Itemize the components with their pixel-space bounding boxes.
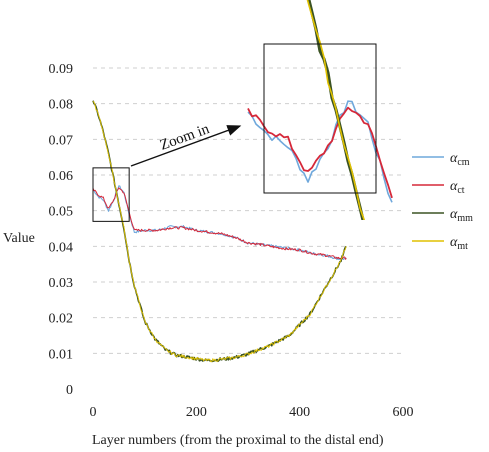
series-line-mt [92,100,347,363]
inset-line-cm [247,100,393,203]
series-lines [92,100,347,363]
y-tick-label: 0.02 [49,312,74,327]
inset-frame [263,43,377,194]
y-tick-label: 0.05 [49,205,74,220]
legend-label-mt: αmt [450,235,468,252]
grid [93,67,403,354]
inset-line-mt [306,0,366,220]
legend-label-ct: αct [450,179,465,196]
y-tick-label: 0 [66,383,73,398]
y-axis-label: Value [3,231,35,246]
inset-line-ct [247,106,393,199]
y-tick-label: 0.07 [49,133,74,148]
inset-series [247,0,393,220]
zoom-annotation: Zoom in [158,121,212,154]
x-tick-label: 600 [393,405,414,420]
series-line-cm [92,185,347,261]
x-axis-label: Layer numbers (from the proximal to the … [92,433,384,448]
x-tick-label: 0 [90,405,97,420]
legend: αcm αct αmm αmt [412,151,473,252]
zoom-arrow [130,125,242,167]
tick-labels: 0 0.01 0.02 0.03 0.04 0.05 0.06 0.07 0.08 0.09 0 20… [49,62,414,420]
series-line-mm [92,100,347,363]
legend-label-cm: αcm [450,151,470,168]
zoom-region-box [92,167,130,222]
y-tick-label: 0.03 [49,276,74,291]
y-tick-label: 0.09 [49,62,74,77]
y-tick-label: 0.06 [49,169,74,184]
x-tick-label: 400 [289,405,310,420]
x-tick-label: 200 [186,405,207,420]
legend-label-mm: αmm [450,207,473,224]
y-tick-label: 0.08 [49,98,74,113]
series-line-ct [92,187,347,260]
y-tick-label: 0.04 [49,240,74,255]
inset-line-mm [307,0,365,220]
y-tick-label: 0.01 [49,347,74,362]
